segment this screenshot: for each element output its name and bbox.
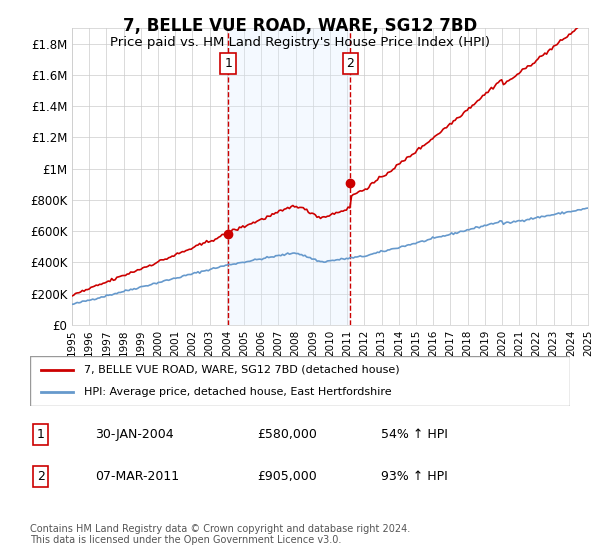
Text: 7, BELLE VUE ROAD, WARE, SG12 7BD (detached house): 7, BELLE VUE ROAD, WARE, SG12 7BD (detac… xyxy=(84,365,400,375)
Text: Contains HM Land Registry data © Crown copyright and database right 2024.
This d: Contains HM Land Registry data © Crown c… xyxy=(30,524,410,545)
Text: 1: 1 xyxy=(224,57,232,70)
Text: 93% ↑ HPI: 93% ↑ HPI xyxy=(381,470,448,483)
Bar xyxy=(228,28,350,325)
Text: 54% ↑ HPI: 54% ↑ HPI xyxy=(381,428,448,441)
Text: 2: 2 xyxy=(346,57,354,70)
Text: HPI: Average price, detached house, East Hertfordshire: HPI: Average price, detached house, East… xyxy=(84,387,392,397)
Text: 1: 1 xyxy=(37,428,45,441)
Text: 07-MAR-2011: 07-MAR-2011 xyxy=(95,470,179,483)
Text: £905,000: £905,000 xyxy=(257,470,317,483)
FancyBboxPatch shape xyxy=(30,356,570,406)
Text: Price paid vs. HM Land Registry's House Price Index (HPI): Price paid vs. HM Land Registry's House … xyxy=(110,36,490,49)
Text: 7, BELLE VUE ROAD, WARE, SG12 7BD: 7, BELLE VUE ROAD, WARE, SG12 7BD xyxy=(123,17,477,35)
Text: 2: 2 xyxy=(37,470,45,483)
Text: 30-JAN-2004: 30-JAN-2004 xyxy=(95,428,173,441)
Text: £580,000: £580,000 xyxy=(257,428,317,441)
